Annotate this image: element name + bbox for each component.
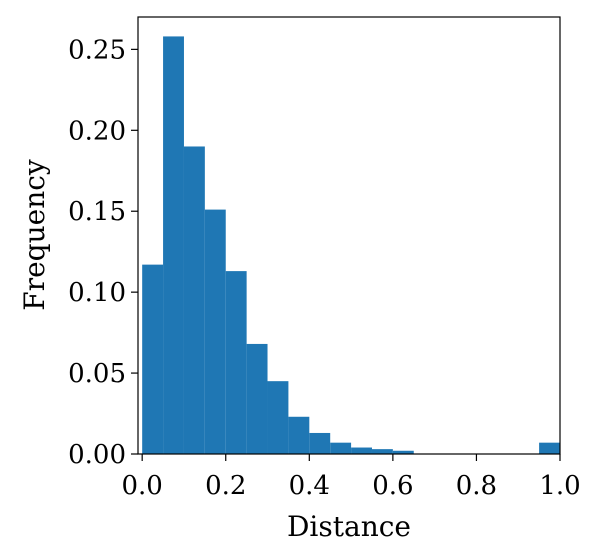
histogram-bar: [225, 271, 247, 454]
histogram-bar: [351, 447, 372, 454]
histogram-bar: [183, 146, 205, 455]
plot-frame: [137, 16, 561, 455]
y-tick-label: 0.20: [68, 116, 126, 146]
histogram-bar: [288, 416, 310, 454]
histogram-bars: [142, 36, 560, 455]
histogram-bar: [330, 442, 352, 454]
histogram-bar: [246, 343, 268, 454]
x-axis-ticks: 0.0 0.2 0.4 0.6 0.8 1.0: [121, 454, 581, 501]
y-axis-label: Frequency: [18, 159, 51, 311]
histogram-bar: [163, 36, 184, 455]
y-tick-label: 0.10: [68, 278, 126, 308]
x-tick-label: 0.8: [456, 471, 497, 501]
x-tick-label: 0.4: [289, 471, 330, 501]
y-axis-ticks: 0.00 0.05 0.10 0.15 0.20 0.25: [68, 35, 138, 470]
y-tick-label: 0.00: [68, 440, 126, 470]
histogram-bar: [204, 209, 226, 454]
histogram-bar: [539, 442, 560, 454]
y-tick-label: 0.25: [68, 35, 126, 65]
histogram-bar: [392, 450, 414, 454]
histogram-bar: [371, 449, 393, 454]
x-tick-label: 0.2: [205, 471, 246, 501]
histogram-bar: [309, 432, 331, 454]
x-tick-label: 0.6: [372, 471, 413, 501]
histogram-bar: [267, 381, 289, 454]
x-tick-label: 1.0: [539, 471, 580, 501]
histogram-bar: [142, 264, 164, 454]
x-tick-label: 0.0: [121, 471, 162, 501]
y-tick-label: 0.15: [68, 197, 126, 227]
y-tick-label: 0.05: [68, 359, 126, 389]
x-axis-label: Distance: [287, 510, 411, 543]
